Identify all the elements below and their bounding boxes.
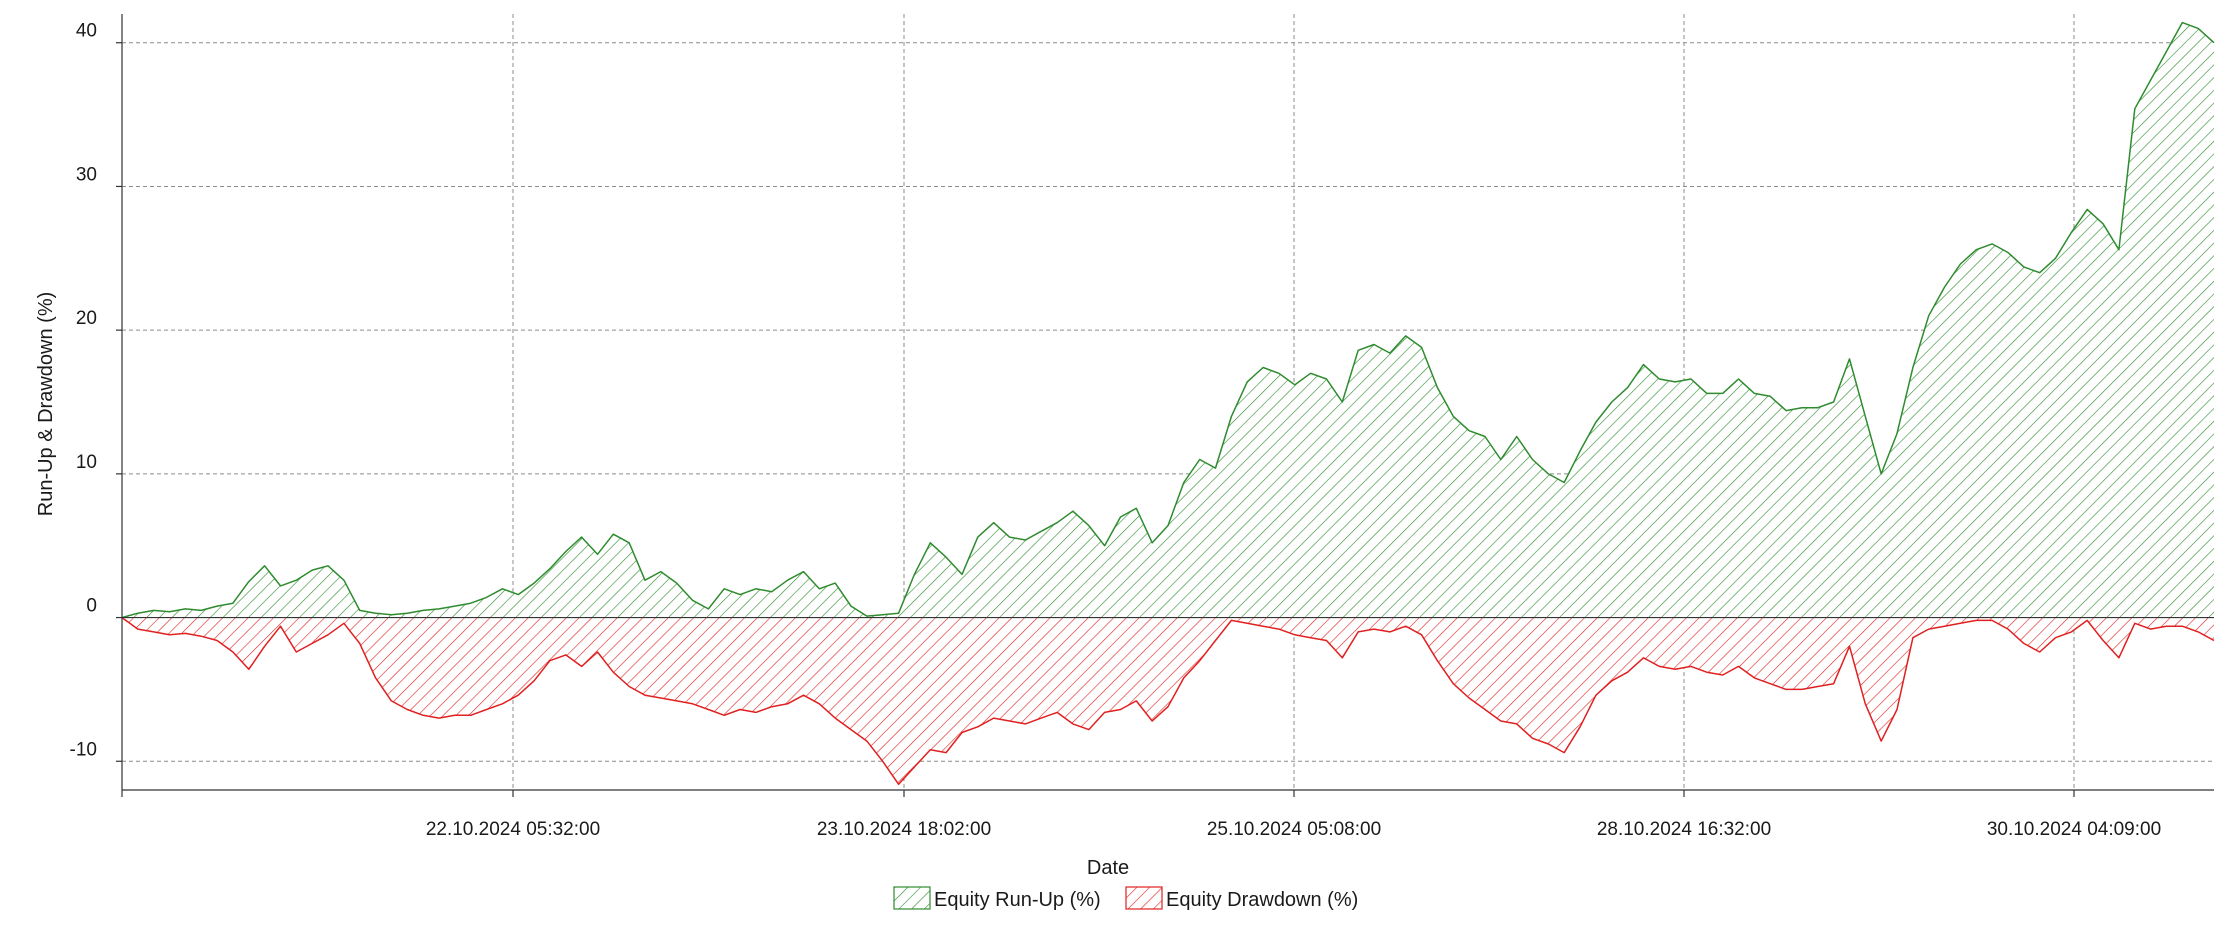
series-area-run-up [122, 22, 2214, 618]
y-axis-title: Run-Up & Drawdown (%) [35, 292, 57, 517]
series-area-drawdown [122, 617, 2214, 785]
series-line-run-up [121, 21, 2215, 619]
y-tick-label: 0 [86, 596, 97, 617]
x-tick-label: 28.10.2024 16:32:00 [1597, 819, 1771, 840]
legend-swatch-run-up [893, 886, 931, 910]
y-tick-label: 20 [76, 308, 97, 329]
x-tick-label: 22.10.2024 05:32:00 [426, 819, 600, 840]
x-tick-label: 25.10.2024 05:08:00 [1207, 819, 1381, 840]
axes [121, 14, 2214, 791]
y-tick-label: -10 [70, 739, 97, 760]
legend-label-drawdown: Equity Drawdown (%) [1166, 889, 1358, 911]
x-tick-label: 30.10.2024 04:09:00 [1987, 819, 2161, 840]
legend-item-run-up: Equity Run-Up (%) [893, 886, 1101, 911]
legend-swatch-drawdown [1125, 886, 1163, 910]
x-tick-label: 23.10.2024 18:02:00 [817, 819, 991, 840]
y-axis-ticks: -10 0 10 20 30 40 [70, 21, 122, 762]
y-tick-label: 10 [76, 452, 97, 473]
legend-label-run-up: Equity Run-Up (%) [934, 889, 1101, 911]
legend-item-drawdown: Equity Drawdown (%) [1125, 886, 1358, 911]
series-areas [121, 21, 2215, 786]
y-tick-label: 30 [76, 164, 97, 185]
x-axis-ticks: 22.10.2024 05:32:00 23.10.2024 18:02:00 25… [121, 790, 2161, 840]
legend: Equity Run-Up (%) Equity Drawdown (%) [893, 886, 1358, 911]
y-tick-label: 40 [76, 21, 97, 42]
series-line-drawdown [121, 616, 2215, 786]
x-axis-title: Date [1087, 857, 1129, 879]
